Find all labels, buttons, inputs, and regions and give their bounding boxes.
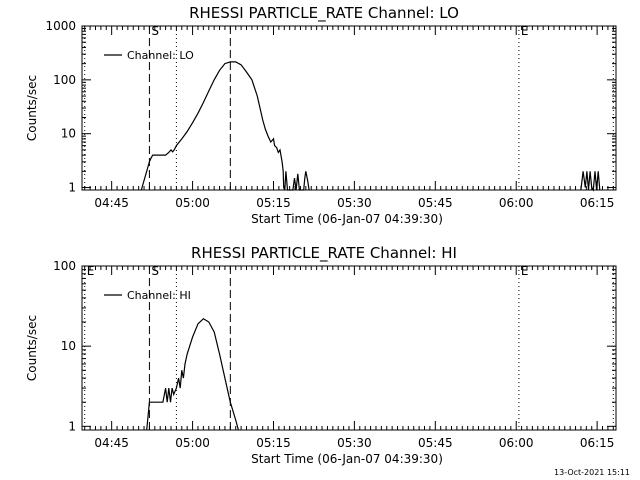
plot-timestamp: 13-Oct-2021 15:11 <box>554 468 630 477</box>
x-tick-label: 05:00 <box>175 196 210 210</box>
marker-label: S <box>151 264 159 278</box>
marker-label: E <box>521 24 529 38</box>
y-axis-label: Counts/sec <box>25 75 39 141</box>
series-line <box>140 61 310 191</box>
marker-label: E <box>521 264 529 278</box>
x-axis-label: Start Time (06-Jan-07 04:39:30) <box>251 452 443 466</box>
x-tick-label: 05:00 <box>175 436 210 450</box>
x-tick-label: 06:00 <box>499 196 534 210</box>
lo-channel-panel: RHESSI PARTICLE_RATE Channel: LO 04:45 05:… <box>25 4 617 226</box>
y-tick-label: 100 <box>53 259 76 273</box>
x-tick-label: 06:00 <box>499 436 534 450</box>
y-tick-label: 100 <box>53 73 76 87</box>
y-tick-label: 1000 <box>45 19 76 33</box>
x-tick-label: 05:15 <box>256 436 291 450</box>
marker-label: S <box>151 24 159 38</box>
hi-channel-panel: RHESSI PARTICLE_RATE Channel: HI 04:45 05:… <box>25 244 617 466</box>
chart-title: RHESSI PARTICLE_RATE Channel: HI <box>191 244 457 263</box>
chart-title: RHESSI PARTICLE_RATE Channel: LO <box>189 4 459 23</box>
x-tick-label: 06:15 <box>580 196 615 210</box>
x-tick-label: 05:45 <box>418 436 453 450</box>
legend-label: Channel: HI <box>127 289 191 302</box>
y-tick-label: 10 <box>61 339 76 353</box>
x-tick-label: 04:45 <box>94 436 129 450</box>
series-line <box>146 317 239 431</box>
x-tick-label: 05:30 <box>337 436 372 450</box>
legend-label: Channel: LO <box>127 49 194 62</box>
x-tick-label: 05:45 <box>418 196 453 210</box>
y-tick-label: 1 <box>68 181 76 195</box>
x-tick-label: 05:30 <box>337 196 372 210</box>
y-tick-label: 10 <box>61 127 76 141</box>
x-axis-label: Start Time (06-Jan-07 04:39:30) <box>251 212 443 226</box>
marker-label: E <box>87 264 95 278</box>
x-tick-label: 05:15 <box>256 196 291 210</box>
series-line <box>580 171 601 192</box>
x-tick-label: 04:45 <box>94 196 129 210</box>
y-tick-label: 1 <box>68 419 76 433</box>
y-axis-label: Counts/sec <box>25 315 39 381</box>
x-tick-label: 06:15 <box>580 436 615 450</box>
